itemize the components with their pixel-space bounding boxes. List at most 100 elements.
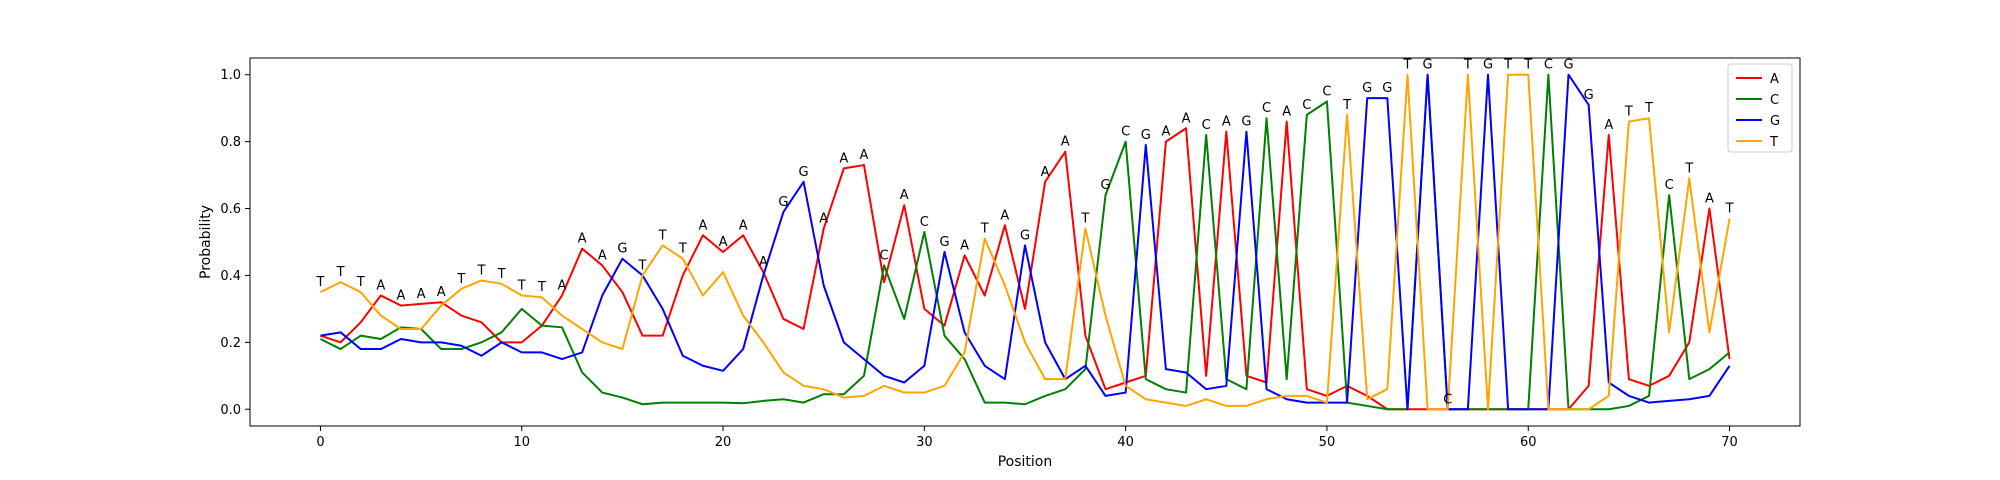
base-label: A <box>437 285 446 300</box>
base-label: T <box>356 275 365 290</box>
base-label: A <box>739 218 748 233</box>
base-label: T <box>1503 58 1512 73</box>
base-label: T <box>1725 202 1734 217</box>
base-label: A <box>1182 111 1191 126</box>
x-axis-label: Position <box>998 454 1053 470</box>
legend-box <box>1727 63 1793 153</box>
base-label: A <box>1000 208 1009 223</box>
base-label: G <box>1100 178 1110 193</box>
base-label: A <box>1282 105 1291 120</box>
base-label: A <box>417 287 426 302</box>
series-line-t <box>320 73 1731 411</box>
base-label: T <box>1624 105 1633 120</box>
x-tick-label: 40 <box>1117 435 1134 450</box>
base-label: T <box>638 258 647 273</box>
y-axis: 0.0 0.2 0.4 0.6 0.8 1.0 <box>220 68 250 418</box>
base-label: C <box>1302 98 1311 113</box>
base-label: T <box>980 222 989 237</box>
y-axis-label: Probability <box>198 205 214 279</box>
base-label: G <box>617 242 627 257</box>
base-label: G <box>1584 88 1594 103</box>
series-line-a <box>320 120 1731 411</box>
y-tick-label: 0.6 <box>220 202 241 217</box>
base-label: A <box>839 151 848 166</box>
base-label: G <box>1241 115 1251 130</box>
base-label: G <box>799 165 809 180</box>
x-tick-label: 70 <box>1721 435 1738 450</box>
series-line-g <box>320 73 1731 411</box>
base-label: T <box>336 265 345 280</box>
base-label: T <box>537 280 546 295</box>
base-label: A <box>598 248 607 263</box>
base-label: A <box>759 255 768 270</box>
y-tick-label: 0.8 <box>220 135 241 150</box>
base-label: A <box>960 238 969 253</box>
base-label: A <box>719 235 728 250</box>
x-tick-label: 30 <box>916 435 933 450</box>
base-label: G <box>778 195 788 210</box>
base-label: T <box>1463 58 1472 73</box>
y-tick-label: 1.0 <box>220 68 241 83</box>
series-line-c <box>320 73 1731 411</box>
base-label: A <box>578 232 587 247</box>
base-label: T <box>1342 98 1351 113</box>
x-tick-label: 20 <box>715 435 732 450</box>
base-label: T <box>1402 58 1411 73</box>
base-label: T <box>1523 58 1532 73</box>
legend-label-c: C <box>1770 93 1779 108</box>
base-label: T <box>678 242 687 257</box>
base-label: A <box>819 212 828 227</box>
base-label: C <box>920 215 929 230</box>
base-label: G <box>1382 81 1392 96</box>
base-label: G <box>1423 58 1433 73</box>
base-label: A <box>1222 115 1231 130</box>
base-label: G <box>1020 228 1030 243</box>
base-label: A <box>1604 118 1613 133</box>
base-label: C <box>1322 84 1331 99</box>
base-label: G <box>939 235 949 250</box>
base-label: A <box>558 279 567 294</box>
legend-label-a: A <box>1770 72 1779 87</box>
y-tick-label: 0.0 <box>220 403 241 418</box>
base-label: C <box>1665 178 1674 193</box>
base-label: C <box>1544 58 1553 73</box>
x-tick-label: 50 <box>1319 435 1336 450</box>
base-label: T <box>315 275 324 290</box>
base-label: A <box>698 218 707 233</box>
base-label: C <box>1121 125 1130 140</box>
base-label: C <box>1202 118 1211 133</box>
base-label: T <box>477 263 486 278</box>
legend-label-g: G <box>1770 114 1780 129</box>
x-tick-label: 10 <box>513 435 530 450</box>
base-label: G <box>1483 58 1493 73</box>
base-label: G <box>1563 58 1573 73</box>
base-label: A <box>397 289 406 304</box>
x-tick-label: 0 <box>316 435 324 450</box>
base-label: G <box>1362 81 1372 96</box>
base-label: C <box>1262 101 1271 116</box>
base-label: T <box>517 279 526 294</box>
base-label: G <box>1141 128 1151 143</box>
base-label: A <box>1041 165 1050 180</box>
base-label: C <box>880 248 889 263</box>
y-tick-label: 0.2 <box>220 336 241 351</box>
x-tick-label: 60 <box>1520 435 1537 450</box>
base-label: T <box>1080 212 1089 227</box>
base-label: A <box>860 148 869 163</box>
base-label: T <box>497 267 506 282</box>
base-label: C <box>1443 392 1452 407</box>
plot-frame <box>249 57 1801 427</box>
base-label: T <box>1684 161 1693 176</box>
base-label: A <box>376 279 385 294</box>
base-label: A <box>1161 125 1170 140</box>
base-label: A <box>1061 135 1070 150</box>
base-label: T <box>1644 101 1653 116</box>
y-tick-label: 0.4 <box>220 269 241 284</box>
base-label: A <box>1705 192 1714 207</box>
legend-label-t: T <box>1769 135 1778 150</box>
base-label: A <box>900 188 909 203</box>
plot-lines <box>320 73 1731 411</box>
